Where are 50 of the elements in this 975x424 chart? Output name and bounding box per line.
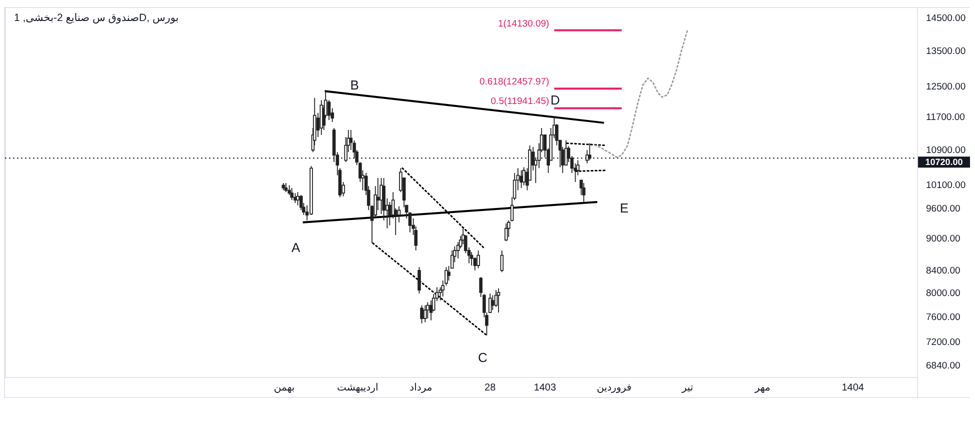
x-tick-label: تیر: [680, 382, 694, 394]
annotation: A: [291, 240, 300, 255]
candlestick: [500, 250, 504, 273]
ref-line-label: 10720.00: [925, 157, 963, 168]
candlestick: [282, 182, 286, 191]
candlestick: [299, 194, 303, 211]
y-tick-label: 7600.00: [926, 312, 960, 323]
y-tick-label: 13500.00: [926, 46, 966, 57]
x-tick-label: مرداد: [410, 382, 432, 394]
y-tick-label: 12500.00: [926, 82, 966, 93]
line-series: [594, 29, 688, 158]
series-label: 1(14130.09): [498, 18, 550, 30]
y-tick-label: 8400.00: [926, 265, 960, 276]
y-tick-label: 10100.00: [926, 180, 966, 192]
x-tick-label: بهمن: [274, 382, 295, 394]
x-tick-label: 28: [484, 382, 496, 394]
series-label: 0.5(11941.45): [490, 96, 550, 108]
candlestick: [290, 188, 294, 201]
candlestick: [520, 170, 523, 188]
candlestick: [496, 288, 500, 313]
annotation: E: [620, 200, 629, 216]
y-tick-label: 10900.00: [926, 144, 966, 156]
candlestick: [296, 192, 300, 206]
candlestick: [420, 304, 424, 324]
candlestick: [582, 182, 586, 202]
x-tick-label: 1404: [842, 382, 864, 394]
candlestick: [588, 142, 592, 161]
y-tick-label: 9000.00: [926, 234, 960, 245]
chart-title: صندوق س صنایع 2-بخشی, 1D, بورس: [14, 12, 179, 24]
x-tick-label: مهر: [754, 382, 770, 394]
price-label: 10720.00: [918, 156, 970, 168]
y-tick-label: 11700.00: [926, 112, 965, 124]
x-tick-label: اردیبهشت: [337, 382, 378, 394]
candlestick: [504, 222, 508, 242]
candlestick: [418, 266, 421, 294]
x-tick-label: فروردین: [596, 382, 632, 394]
y-tick-label: 8000.00: [926, 288, 960, 300]
y-tick-label: 9600.00: [926, 204, 960, 215]
y-tick-label: 7200.00: [926, 336, 960, 348]
candlestick: [284, 182, 288, 193]
y-tick-label: 6840.00: [926, 360, 960, 372]
annotation: B: [350, 78, 359, 92]
x-tick-label: 1403: [534, 382, 557, 394]
candlestick: [476, 250, 480, 269]
y-tick-label: 14500.00: [926, 12, 966, 24]
candlestick: [426, 302, 430, 319]
series-label: 0.618(12457.97): [479, 76, 550, 88]
annotation: C: [478, 350, 488, 365]
candlestick: [423, 304, 427, 323]
annotation: D: [550, 92, 560, 108]
